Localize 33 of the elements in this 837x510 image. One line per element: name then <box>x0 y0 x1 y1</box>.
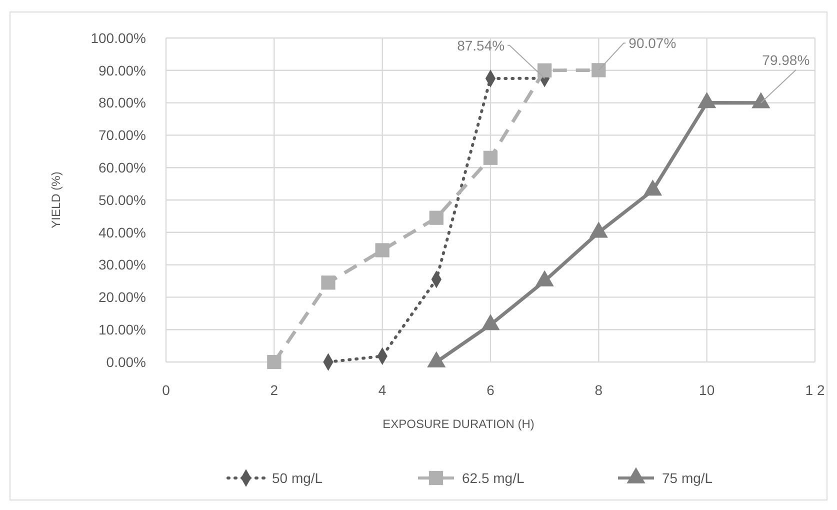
y-tick-label: 40.00% <box>98 224 146 240</box>
x-tick-label: 0 <box>162 382 170 398</box>
y-tick-label: 10.00% <box>98 322 146 338</box>
y-tick-label: 80.00% <box>98 94 146 111</box>
x-tick-label: 1 2 <box>805 382 825 398</box>
y-tick-label: 70.00% <box>98 127 146 144</box>
y-tick-label: 100.00% <box>90 30 146 46</box>
point <box>538 63 552 78</box>
point <box>321 276 336 290</box>
point <box>592 63 606 78</box>
y-axis-title: YIELD (%) <box>49 172 63 228</box>
y-tick-label: 20.00% <box>98 289 146 306</box>
legend-label: 75 mg/L <box>662 470 713 486</box>
annotation: 79.98% <box>762 52 810 68</box>
x-tick-label: 10 <box>699 382 715 398</box>
point <box>483 150 498 165</box>
y-tick-label: 30.00% <box>98 256 146 273</box>
x-tick-label: 8 <box>594 382 603 398</box>
annotation: 87.54% <box>457 37 505 54</box>
y-tick-label: 0.00% <box>106 354 146 370</box>
legend-label: 62.5 mg/L <box>462 470 524 486</box>
point <box>267 354 282 370</box>
x-tick-label: 4 <box>378 382 386 398</box>
x-tick-label: 6 <box>486 382 495 398</box>
annotation: 90.07% <box>628 35 676 52</box>
point <box>375 243 390 258</box>
y-tick-label: 90.00% <box>98 62 146 78</box>
y-tick-label: 50.00% <box>98 192 146 208</box>
x-axis-title: EXPOSURE DURATION (H) <box>382 417 534 431</box>
legend-label: 50 mg/L <box>272 470 323 486</box>
y-tick-label: 60.00% <box>98 160 146 176</box>
x-tick-label: 2 <box>270 382 278 398</box>
point <box>429 210 444 225</box>
